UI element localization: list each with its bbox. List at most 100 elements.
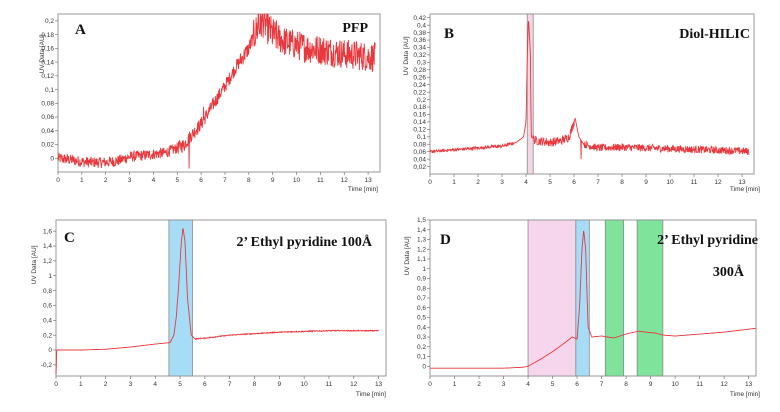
chart-d-xtick-label: 12 [721, 381, 729, 388]
chart-d-ytick-label: 1 [422, 266, 426, 273]
chart-b-xtick-label: 5 [548, 179, 552, 186]
chart-d-ytick-label: 1,1 [417, 256, 426, 263]
chart-a-xtick-label: 4 [152, 177, 156, 184]
chart-a-xlabel: Time [min] [348, 186, 378, 193]
chart-a-panel-letter: A [75, 22, 86, 38]
chart-a-ytick-label: 0,1 [45, 87, 54, 94]
chart-a-xtick-label: 1 [80, 177, 84, 184]
chart-a-xtick-label: 0 [56, 177, 60, 184]
chart-d-ytick-label: 0,5 [417, 315, 426, 322]
chart-a-xtick-label: 12 [341, 177, 349, 184]
chart-c-xtick-label: 6 [203, 381, 207, 388]
chart-c: -0,200,20,40,60,811,21,41,6 0 1 2 3 4 5 6 7 8 9 10… [31, 219, 387, 398]
chart-b-highlights [526, 13, 534, 175]
chart-a-xticks: 0 1 2 3 4 5 6 7 8 9 10 11 12 13 [56, 172, 372, 184]
chart-c-xtick-label: 2 [104, 381, 108, 388]
chart-c-ytick-label: 1 [48, 273, 52, 280]
chart-b-ytick-label: 0,26 [413, 74, 426, 81]
chart-a-xtick-label: 7 [223, 177, 227, 184]
chart-d-ytick-label: 1,3 [417, 237, 426, 244]
chart-c-xtick-label: 8 [253, 381, 257, 388]
chart-c-ytick-label: 1,6 [43, 228, 52, 235]
chart-a-xtick-label: 11 [317, 177, 324, 184]
chart-b-ytick-label: 0,4 [417, 22, 426, 29]
chart-b-xtick-label: 13 [738, 179, 746, 186]
chart-a-xtick-label: 2 [104, 177, 108, 184]
chart-b-ytick-label: 0,14 [413, 119, 426, 126]
chart-b-xtick-label: 9 [644, 179, 648, 186]
chart-d-series-line [430, 230, 757, 369]
chart-d-xtick-label: 6 [575, 381, 579, 388]
chart-c-xlabel: Time [min] [356, 391, 386, 398]
chart-a-xtick-label: 13 [364, 177, 372, 184]
chart-d-ytick-label: 1,5 [417, 217, 426, 224]
chart-b-ytick-label: 0,02 [413, 164, 426, 171]
chart-c-series-line [55, 228, 379, 375]
chart-a-xtick-label: 6 [199, 177, 203, 184]
chart-a-ytick-label: 0,12 [41, 73, 54, 80]
chart-d-column-note: 300Å [713, 264, 745, 280]
chart-c-xtick-label: 4 [153, 381, 157, 388]
chart-c-yticks: -0,2 0 0,2 0,4 0,6 0,8 1 1,2 1,4 1,6 [41, 228, 56, 369]
chart-b-series-line [429, 21, 750, 160]
chart-d-ytick-label: 0,9 [417, 276, 426, 283]
chart-d-xtick-label: 4 [526, 381, 530, 388]
chart-b-ytick-label: 0,28 [413, 67, 426, 74]
chart-b-column-name: Diol-HILIC [679, 27, 750, 42]
chart-a-xtick-label: 10 [293, 177, 301, 184]
chart-b-ytick-label: 0,34 [413, 45, 426, 52]
chart-b-xtick-label: 0 [428, 179, 432, 186]
chart-d-xtick-label: 3 [502, 381, 506, 388]
chart-c-ytick-label: 0 [48, 347, 52, 354]
chart-d-ytick-label: 0,6 [417, 305, 426, 312]
chart-b-ytick-label: 0,38 [413, 30, 426, 37]
chart-a-column-name: PFP [342, 21, 368, 36]
chart-b-ytick-label: 0,08 [413, 141, 426, 148]
chart-a-ytick-label: 0,04 [41, 128, 54, 135]
chart-d-ytick-label: 0,2 [417, 344, 426, 351]
chart-b-ytick-label: 0,04 [413, 156, 426, 163]
chart-a-yticks: 0 0,02 0,04 0,06 0,08 0,1 0,12 0,14 0,16 0,18 0,2 [41, 18, 58, 162]
chart-b-xtick-label: 2 [476, 179, 480, 186]
chart-b: 0,020,040,060,080,10,120,140,160,180,20,… [403, 13, 760, 193]
chart-b-ytick-label: 0,2 [417, 97, 426, 104]
chart-a-ytick-label: 0,08 [41, 101, 54, 108]
chart-d-xtick-label: 2 [477, 381, 481, 388]
chart-d-xtick-label: 13 [745, 381, 753, 388]
chart-c-ytick-label: 0,2 [43, 332, 52, 339]
chart-b-xtick-label: 11 [691, 179, 698, 186]
chart-b-xticks: 0 1 2 3 4 5 6 7 8 9 10 11 12 13 [428, 174, 746, 186]
chart-b-ytick-label: 0,24 [413, 82, 426, 89]
chart-b-ylabel: UV Data [AU] [403, 36, 410, 75]
chart-b-ytick-label: 0,3 [417, 60, 426, 67]
chart-a-xtick-label: 9 [271, 177, 275, 184]
chart-d-xtick-label: 9 [649, 381, 653, 388]
chart-b-xtick-label: 4 [524, 179, 528, 186]
chart-c-xtick-label: 13 [375, 381, 383, 388]
chart-d-ytick-label: 0 [422, 363, 426, 370]
chart-c-column-name: 2’ Ethyl pyridine 100Å [237, 234, 373, 250]
chart-a-ytick-label: 0,18 [41, 32, 54, 39]
chart-d-frame [429, 219, 757, 377]
chart-b-xtick-label: 6 [572, 179, 576, 186]
chart-c-highlight-band-0 [168, 219, 193, 377]
chart-b-xtick-label: 3 [500, 179, 504, 186]
chart-b-yticks: 0,020,040,060,080,10,120,140,160,180,20,… [413, 15, 430, 171]
chart-d-ytick-label: 0,3 [417, 334, 426, 341]
chart-a-ytick-label: 0,2 [45, 18, 54, 25]
chart-d-ytick-label: 1,2 [417, 246, 426, 253]
chart-b-ytick-label: 0,42 [413, 15, 426, 22]
chart-d-ytick-label: 1,4 [417, 227, 426, 234]
chart-d-ytick-label: 0,7 [417, 295, 426, 302]
chart-d-xlabel: Time [min] [730, 391, 760, 398]
chart-b-ytick-label: 0,16 [413, 112, 426, 119]
chart-d-column-name: 2’ Ethyl pyridine [657, 233, 758, 248]
chart-a-ytick-label: 0,02 [41, 142, 54, 149]
chart-c-ylabel: UV Data [AU] [31, 245, 38, 284]
chart-c-xtick-label: 10 [301, 381, 309, 388]
chart-c-xtick-label: 1 [79, 381, 83, 388]
chart-d-xtick-label: 8 [624, 381, 628, 388]
chart-d-panel-letter: D [440, 232, 451, 248]
chart-d-ytick-label: 0,8 [417, 285, 426, 292]
